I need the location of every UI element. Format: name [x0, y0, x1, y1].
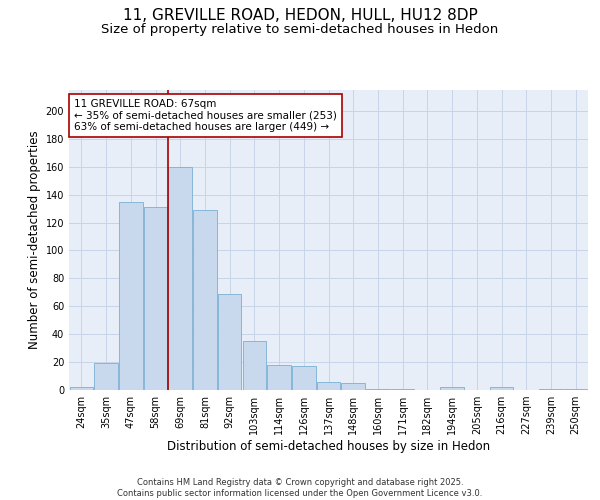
Text: 11, GREVILLE ROAD, HEDON, HULL, HU12 8DP: 11, GREVILLE ROAD, HEDON, HULL, HU12 8DP: [122, 8, 478, 22]
X-axis label: Distribution of semi-detached houses by size in Hedon: Distribution of semi-detached houses by …: [167, 440, 490, 453]
Y-axis label: Number of semi-detached properties: Number of semi-detached properties: [28, 130, 41, 350]
Bar: [268, 365, 291, 390]
Bar: [119, 202, 143, 390]
Bar: [539, 388, 563, 390]
Bar: [317, 382, 340, 390]
Text: 11 GREVILLE ROAD: 67sqm
← 35% of semi-detached houses are smaller (253)
63% of s: 11 GREVILLE ROAD: 67sqm ← 35% of semi-de…: [74, 99, 337, 132]
Bar: [440, 387, 464, 390]
Bar: [193, 210, 217, 390]
Bar: [94, 364, 118, 390]
Bar: [144, 207, 167, 390]
Bar: [242, 341, 266, 390]
Bar: [391, 388, 415, 390]
Bar: [490, 387, 513, 390]
Bar: [218, 294, 241, 390]
Bar: [366, 388, 389, 390]
Bar: [169, 166, 192, 390]
Bar: [70, 387, 93, 390]
Bar: [341, 383, 365, 390]
Bar: [564, 388, 587, 390]
Bar: [292, 366, 316, 390]
Text: Size of property relative to semi-detached houses in Hedon: Size of property relative to semi-detach…: [101, 22, 499, 36]
Text: Contains HM Land Registry data © Crown copyright and database right 2025.
Contai: Contains HM Land Registry data © Crown c…: [118, 478, 482, 498]
